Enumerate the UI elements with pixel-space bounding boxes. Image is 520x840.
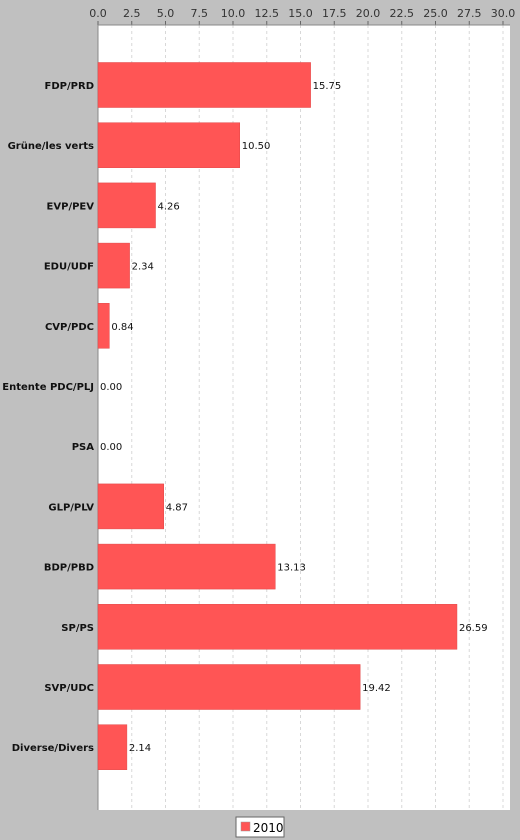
x-tick-label: 12.5 xyxy=(255,7,280,20)
x-tick-label: 7.5 xyxy=(191,7,209,20)
value-label: 26.59 xyxy=(459,623,488,634)
value-label: 0.00 xyxy=(100,442,122,453)
category-label: GLP/PLV xyxy=(48,502,94,513)
value-label: 15.75 xyxy=(313,81,342,92)
category-label: EVP/PEV xyxy=(47,201,95,212)
x-tick-label: 2.5 xyxy=(123,7,141,20)
category-label: PSA xyxy=(72,442,95,453)
value-label: 0.84 xyxy=(111,322,133,333)
category-label: BDP/PBD xyxy=(44,563,94,574)
x-tick-label: 17.5 xyxy=(322,7,347,20)
bar xyxy=(97,182,156,229)
bar xyxy=(97,303,110,349)
category-label: Grüne/les verts xyxy=(8,141,94,152)
x-tick-label: 15.0 xyxy=(288,7,313,20)
value-label: 2.14 xyxy=(129,743,151,754)
x-tick-label: 0.0 xyxy=(89,7,107,20)
x-tick-label: 27.5 xyxy=(457,7,482,20)
x-tick-label: 5.0 xyxy=(157,7,175,20)
category-label: EDU/UDF xyxy=(44,262,94,273)
category-label: FDP/PRD xyxy=(45,81,94,92)
value-label: 19.42 xyxy=(362,683,391,694)
category-label: Entente PDC/PLJ xyxy=(2,382,94,393)
bar xyxy=(97,483,164,530)
bar xyxy=(97,664,361,710)
value-label: 4.87 xyxy=(166,502,188,513)
value-label: 13.13 xyxy=(277,563,306,574)
value-label: 2.34 xyxy=(132,262,154,273)
category-label: Diverse/Divers xyxy=(12,743,94,754)
bar xyxy=(97,62,311,108)
bar xyxy=(97,242,130,289)
x-tick-label: 20.0 xyxy=(356,7,381,20)
x-tick-label: 25.0 xyxy=(423,7,448,20)
bar xyxy=(97,724,128,770)
value-label: 10.50 xyxy=(242,141,271,152)
bar xyxy=(97,543,276,590)
bar xyxy=(97,604,458,650)
legend: 2010 xyxy=(235,816,285,838)
value-label: 4.26 xyxy=(158,201,180,212)
x-tick-label: 22.5 xyxy=(390,7,415,20)
category-label: SP/PS xyxy=(61,623,94,634)
bars xyxy=(97,62,458,770)
x-tick-label: 10.0 xyxy=(221,7,246,20)
x-tick-label: 30.0 xyxy=(491,7,516,20)
category-label: CVP/PDC xyxy=(45,322,94,333)
category-label: SVP/UDC xyxy=(44,683,94,694)
legend-label: 2010 xyxy=(253,821,284,835)
value-labels: 15.75 10.50 4.26 2.34 0.84 0.00 0.00 4.87 13.13 2… xyxy=(100,81,488,754)
value-label: 0.00 xyxy=(100,382,122,393)
category-labels: FDP/PRD Grüne/les verts EVP/PEV EDU/UDF CVP/… xyxy=(2,81,94,754)
bar xyxy=(97,122,240,168)
legend-swatch xyxy=(240,821,251,832)
